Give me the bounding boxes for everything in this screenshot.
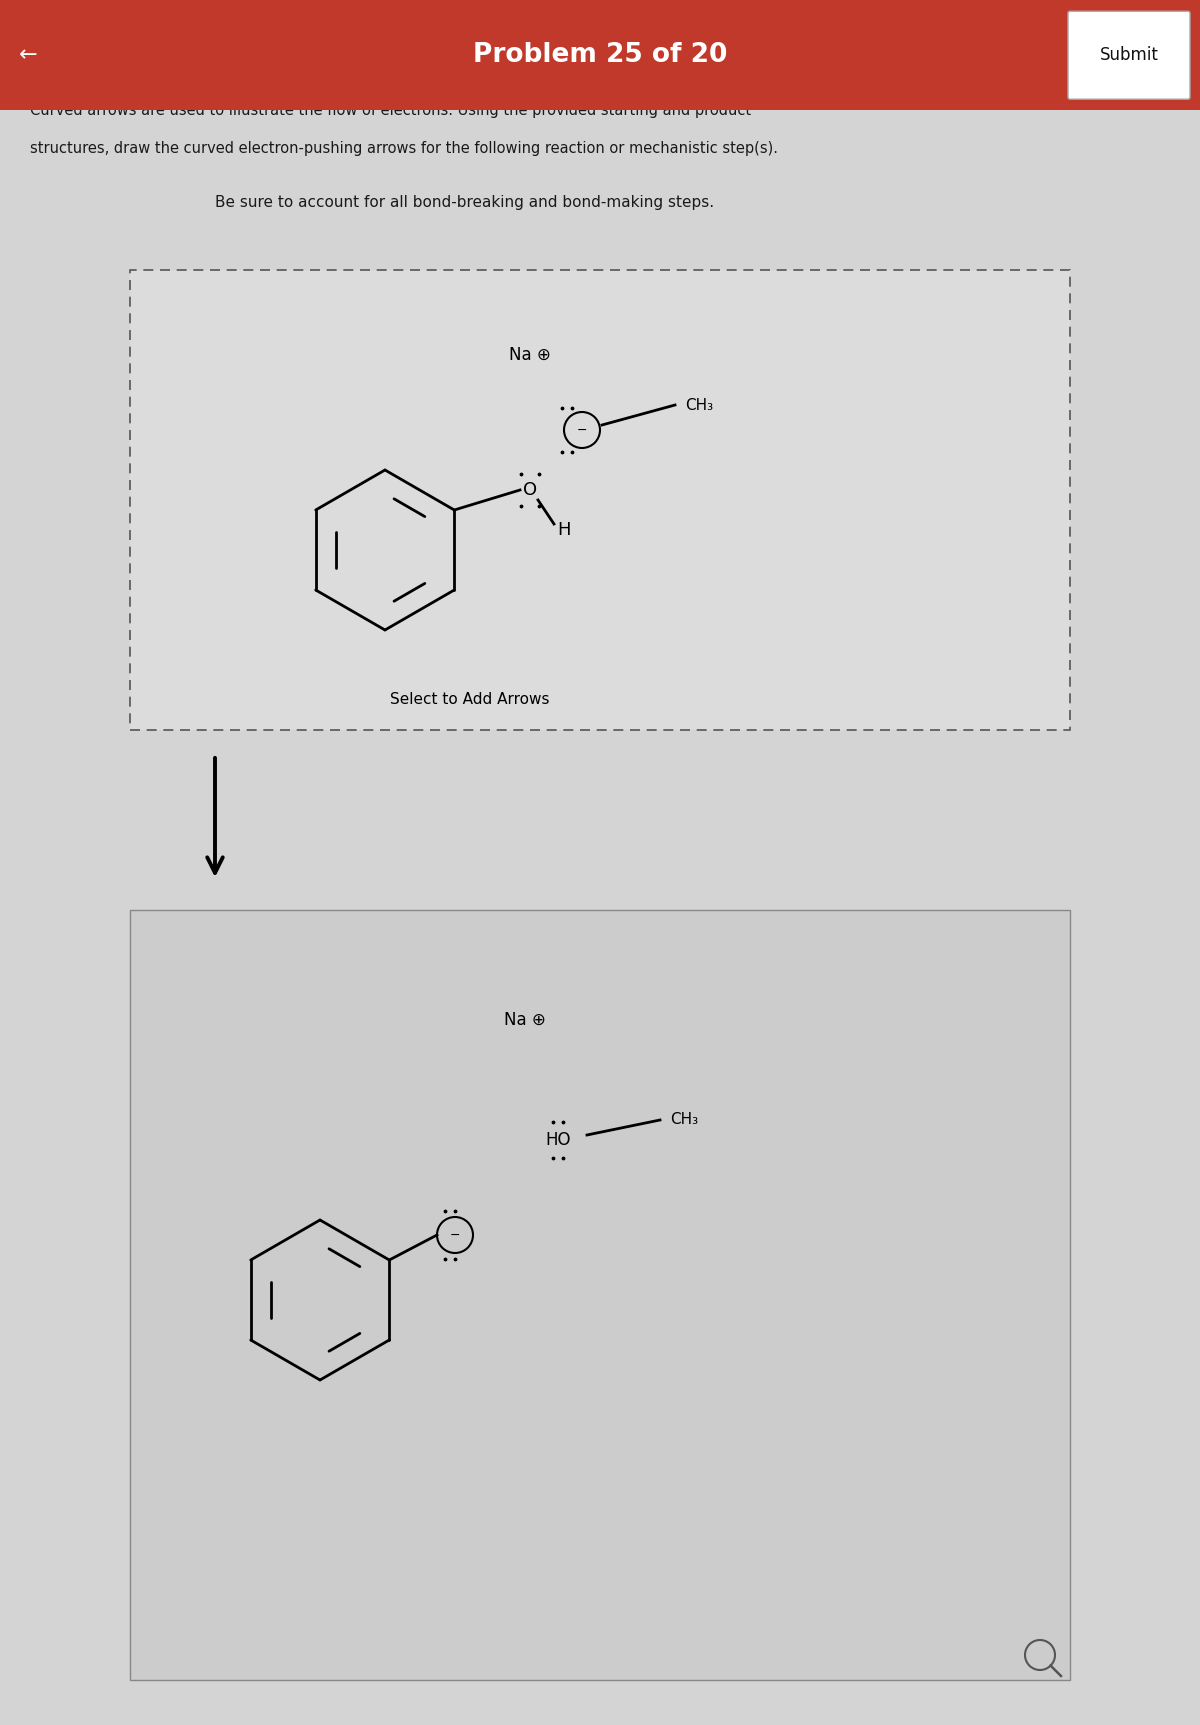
Bar [130, 911, 1070, 1680]
Text: −: − [577, 424, 587, 436]
Text: structures, draw the curved electron-pushing arrows for the following reaction o: structures, draw the curved electron-pus… [30, 140, 778, 155]
Text: CH₃: CH₃ [685, 397, 713, 412]
Text: Na ⊕: Na ⊕ [509, 347, 551, 364]
Text: Problem 25 of 20: Problem 25 of 20 [473, 41, 727, 69]
Text: Na ⊕: Na ⊕ [504, 1011, 546, 1030]
Text: Be sure to account for all bond-breaking and bond-making steps.: Be sure to account for all bond-breaking… [215, 195, 714, 209]
Text: −: − [450, 1228, 461, 1242]
Text: O: O [523, 481, 538, 499]
Text: Submit: Submit [1099, 47, 1158, 64]
Text: ←: ← [19, 45, 37, 66]
Bar [0, 0, 1200, 110]
Text: Curved arrows are used to illustrate the flow of electrons. Using the provided s: Curved arrows are used to illustrate the… [30, 102, 751, 117]
Text: H: H [557, 521, 571, 538]
FancyBboxPatch shape [1068, 12, 1190, 98]
Bar [130, 271, 1070, 730]
Text: Select to Add Arrows: Select to Add Arrows [390, 692, 550, 707]
Text: CH₃: CH₃ [670, 1113, 698, 1128]
Text: HO: HO [545, 1132, 570, 1149]
